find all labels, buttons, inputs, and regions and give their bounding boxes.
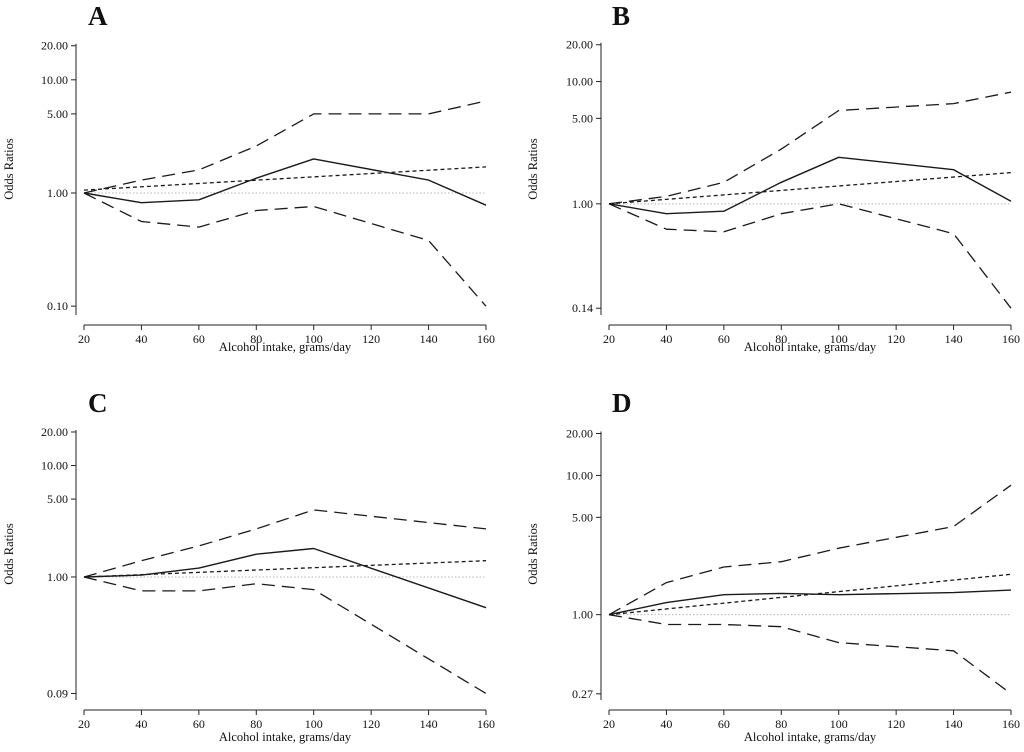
series-lower-ci: [83, 192, 487, 307]
x-tick-label: 20: [603, 717, 615, 731]
x-tick-label: 160: [477, 332, 495, 346]
series-estimate: [608, 156, 1012, 215]
x-tick-label: 40: [135, 332, 147, 346]
y-tick-label: 5.00: [572, 510, 593, 524]
x-tick-label: 100: [830, 332, 848, 346]
y-axis-title: Odds Ratios: [526, 523, 540, 585]
x-tick-label: 60: [193, 332, 205, 346]
x-axis-title: Alcohol intake, grams/day: [219, 340, 352, 354]
series-upper-ci: [83, 509, 487, 578]
series-linear-trend: [608, 573, 1012, 616]
x-tick-label: 80: [775, 332, 787, 346]
y-tick-label: 1.00: [47, 186, 68, 200]
x-tick-label: 120: [362, 717, 380, 731]
x-tick-label: 40: [660, 332, 672, 346]
x-tick-label: 40: [660, 717, 672, 731]
x-tick-label: 80: [250, 717, 262, 731]
x-tick-label: 100: [830, 717, 848, 731]
x-tick-label: 100: [305, 717, 323, 731]
chart-panel-a: A 0.10 1.00 5.00 10.00 20.00 Odds Ratios 20 40 60…: [2, 1, 495, 354]
series-estimate: [608, 589, 1012, 616]
chart-panel-c: C 0.09 1.00 5.00 10.00 20.00 Odds Ratios 20 40 60…: [2, 388, 495, 744]
x-tick-label: 80: [250, 332, 262, 346]
y-tick-label: 10.00: [41, 73, 68, 87]
x-tick-label: 60: [718, 332, 730, 346]
series-lower-ci: [608, 614, 1012, 695]
y-tick-label: 1.00: [572, 608, 593, 622]
x-tick-label: 80: [775, 717, 787, 731]
x-tick-label: 120: [887, 332, 905, 346]
x-tick-label: 60: [193, 717, 205, 731]
x-tick-label: 40: [135, 717, 147, 731]
x-tick-label: 140: [420, 332, 438, 346]
y-tick-label: 1.00: [47, 570, 68, 584]
x-tick-label: 160: [477, 717, 495, 731]
series-linear-trend: [608, 171, 1012, 205]
y-axis-title: Odds Ratios: [2, 523, 16, 585]
x-tick-label: 140: [420, 717, 438, 731]
x-tick-label: 60: [718, 717, 730, 731]
x-tick-label: 20: [603, 332, 615, 346]
y-tick-label: 20.00: [41, 425, 68, 439]
panel-letter: C: [88, 388, 108, 418]
x-tick-label: 160: [1002, 717, 1020, 731]
series-estimate: [83, 158, 487, 206]
panel-letter: A: [88, 1, 108, 31]
y-tick-label: 0.10: [47, 299, 68, 313]
x-tick-label: 140: [945, 332, 963, 346]
chart-panel-d: D 0.27 1.00 5.00 10.00 20.00 Odds Ratios 20 40 60…: [526, 388, 1020, 744]
x-axis-title: Alcohol intake, grams/day: [744, 730, 877, 744]
y-tick-label: 20.00: [566, 38, 593, 52]
y-tick-label: 1.00: [572, 197, 593, 211]
y-tick-label: 0.09: [47, 686, 68, 700]
x-tick-label: 160: [1002, 332, 1020, 346]
y-tick-label: 5.00: [572, 111, 593, 125]
y-tick-label: 0.14: [572, 301, 593, 315]
x-tick-label: 100: [305, 332, 323, 346]
panel-letter: D: [612, 388, 632, 418]
x-tick-label: 140: [945, 717, 963, 731]
panel-letter: B: [612, 1, 630, 31]
series-estimate: [83, 547, 487, 609]
series-lower-ci: [83, 576, 487, 695]
x-axis-title: Alcohol intake, grams/day: [744, 340, 877, 354]
series-lower-ci: [608, 203, 1012, 309]
x-tick-label: 20: [78, 717, 90, 731]
y-tick-label: 10.00: [566, 468, 593, 482]
series-upper-ci: [608, 91, 1012, 205]
y-axis-title: Odds Ratios: [526, 138, 540, 200]
y-tick-label: 20.00: [566, 427, 593, 441]
chart-panel-b: B 0.14 1.00 5.00 10.00 20.00 Odds Ratios 20 40 60…: [526, 1, 1020, 354]
y-tick-label: 0.27: [572, 687, 593, 701]
y-tick-label: 5.00: [47, 107, 68, 121]
series-upper-ci: [83, 100, 487, 194]
series-linear-trend: [83, 166, 487, 191]
y-axis-title: Odds Ratios: [2, 138, 16, 200]
x-axis-title: Alcohol intake, grams/day: [219, 730, 352, 744]
y-tick-label: 5.00: [47, 492, 68, 506]
y-tick-label: 10.00: [41, 459, 68, 473]
y-tick-label: 20.00: [41, 39, 68, 53]
x-tick-label: 120: [362, 332, 380, 346]
series-upper-ci: [608, 484, 1012, 616]
y-tick-label: 10.00: [566, 75, 593, 89]
x-tick-label: 120: [887, 717, 905, 731]
x-tick-label: 20: [78, 332, 90, 346]
